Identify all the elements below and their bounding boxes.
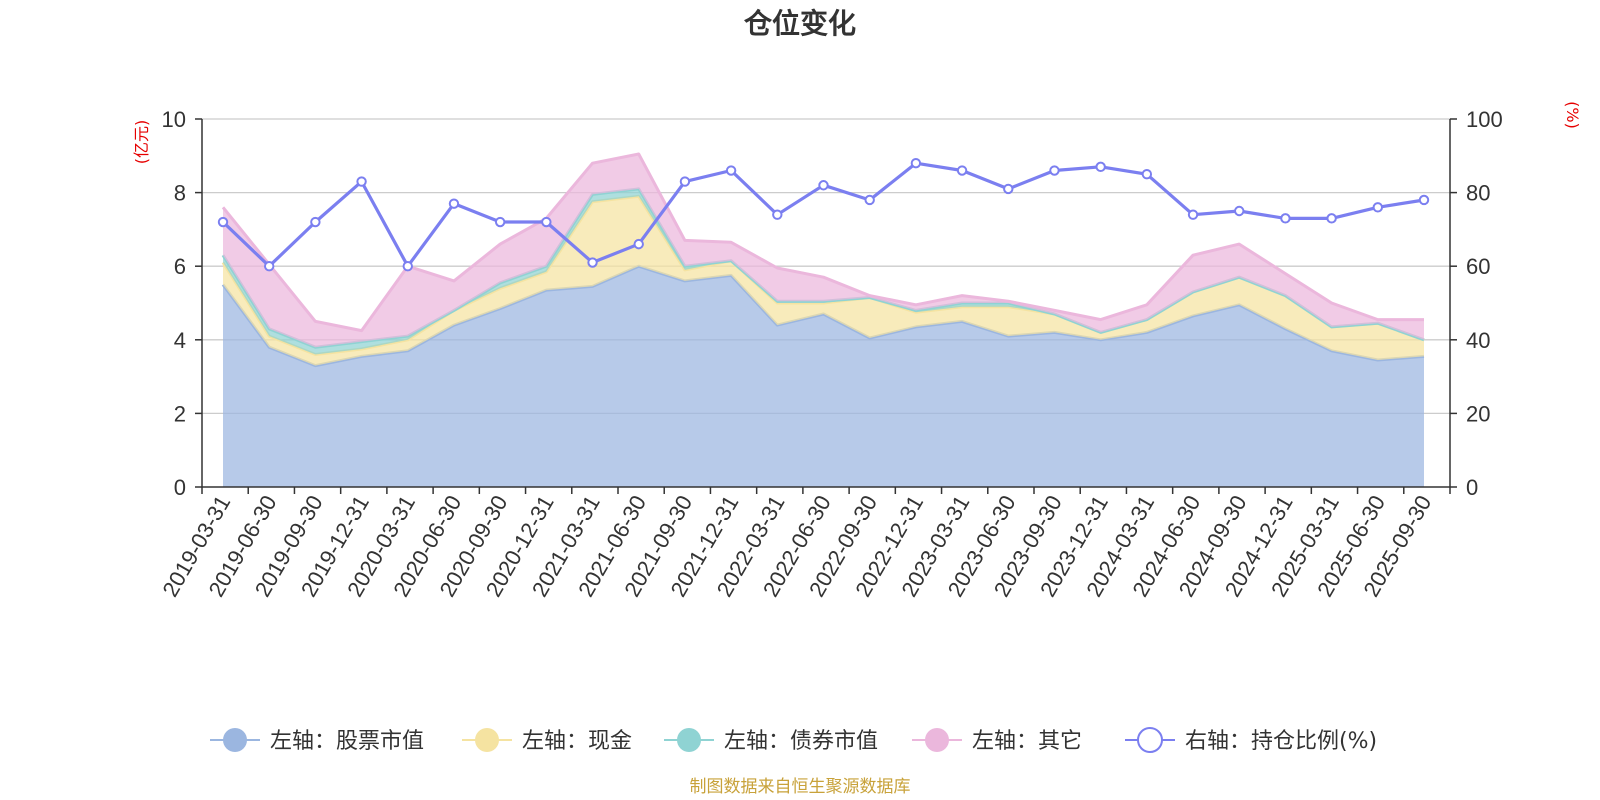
ratio-point [725,165,737,176]
ratio-point [1095,161,1106,173]
chart-title: 仓位变化 [744,7,856,40]
legend-label: 左轴：其它 [972,729,1082,754]
area-line [221,152,1424,333]
ratio-point [1141,169,1153,180]
area-fill [223,266,1424,487]
area-series [221,152,1425,487]
ratio-point [1187,209,1199,220]
legend: 左轴：股票市值 左轴：现金 左轴：债券市值 左轴：其它 右轴：持仓比例(%) [210,727,1377,754]
left-tick-label: 10 [162,107,186,132]
ratio-point [910,157,922,169]
legend-marker [1137,727,1163,753]
ratio-point [263,261,275,272]
legend-marker [475,728,499,752]
ratio-point [541,216,552,228]
ratio-point [217,216,229,228]
left-tick-label: 8 [174,181,186,206]
line-series [217,157,1430,272]
right-tick-label: 20 [1466,401,1490,426]
left-tick-label: 6 [174,254,186,279]
ratio-point [494,216,506,228]
ratio-point [818,180,829,191]
ratio-point [1326,213,1337,224]
legend-marker [925,728,949,752]
left-tick-label: 2 [174,401,186,426]
ratio-point [679,176,691,187]
left-tick-label: 4 [174,328,186,353]
ratio-point [356,176,367,187]
ratio-point [633,238,644,250]
legend-label: 右轴：持仓比例(%) [1185,729,1377,754]
right-axis-unit: (%) [1563,101,1582,129]
ratio-point [1418,194,1430,206]
right-tick-label: 40 [1466,328,1490,353]
ratio-point [402,261,413,272]
right-tick-label: 80 [1466,181,1490,206]
ratio-point [864,194,875,206]
ratio-point [772,209,783,220]
left-axis-unit: (亿元) [132,120,151,165]
ratio-point [1049,165,1060,176]
right-tick-label: 100 [1466,107,1503,132]
ratio-point [1372,202,1384,213]
ratio-point [956,165,968,176]
ratio-point [587,257,598,268]
left-tick-label: 0 [174,475,186,500]
legend-label: 左轴：债券市值 [724,729,878,754]
ratio-point [1234,205,1245,217]
source-note: 制图数据来自恒生聚源数据库 [690,777,911,797]
ratio-point [310,216,321,228]
legend-label: 左轴：现金 [522,729,632,754]
ratio-point [448,198,460,209]
legend-marker [677,728,701,752]
legend-marker [223,728,247,752]
right-tick-label: 0 [1466,475,1478,500]
legend-label: 左轴：股票市值 [270,729,424,754]
ratio-point [1003,183,1014,195]
right-tick-label: 60 [1466,254,1490,279]
ratio-point [1280,213,1291,224]
